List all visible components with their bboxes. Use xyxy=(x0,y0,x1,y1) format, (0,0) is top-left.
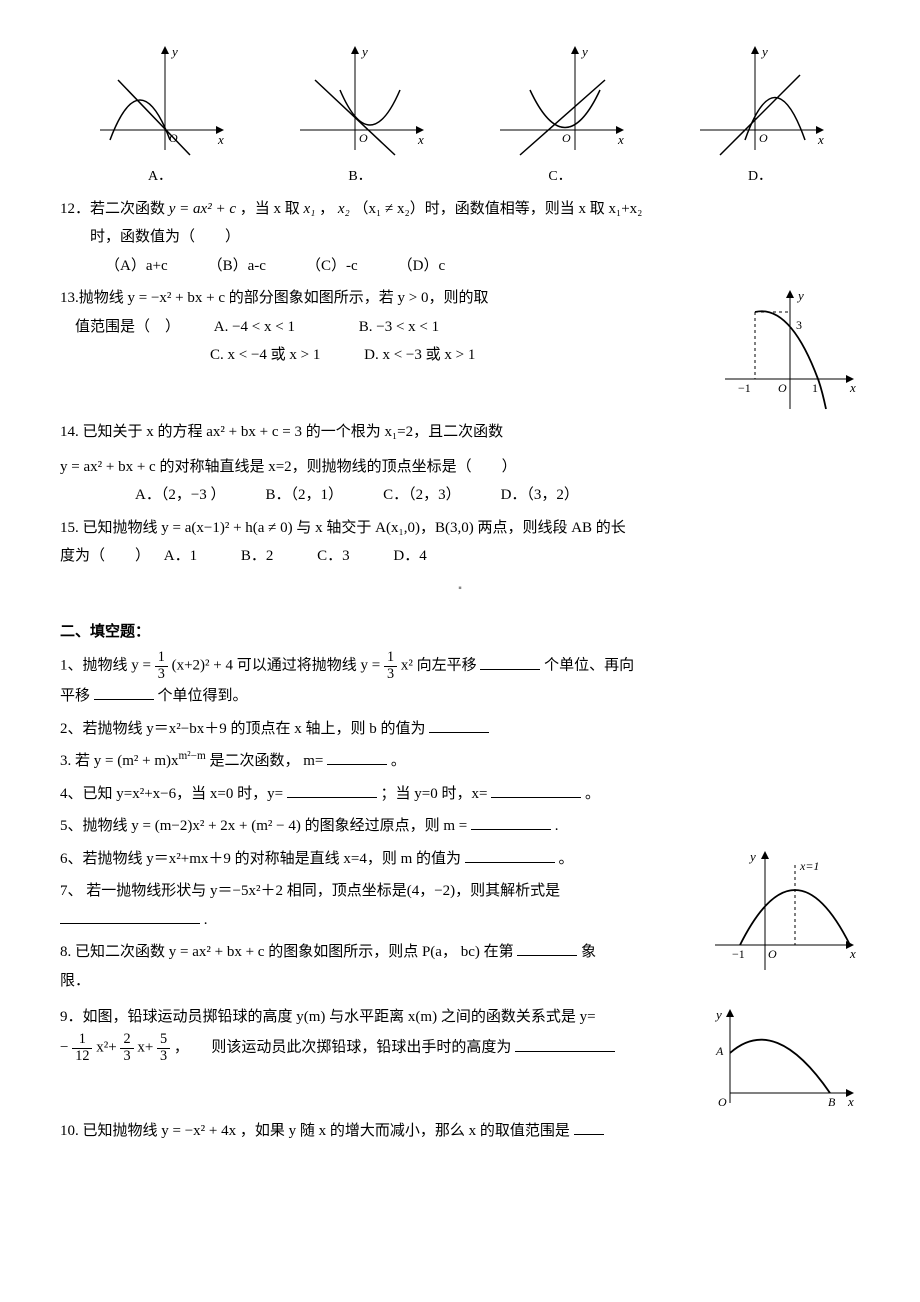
graph-b: x y O xyxy=(290,40,430,160)
svg-text:−1: −1 xyxy=(738,381,751,395)
blank xyxy=(480,654,540,670)
q15-opt-a: A．1 xyxy=(164,548,197,564)
blank xyxy=(287,782,377,798)
q13-opt-b: B. −3 < x < 1 xyxy=(359,319,439,335)
fill-2: 2、若抛物线 y＝x²−bx＋9 的顶点在 x 轴上，则 b 的值为 xyxy=(60,715,860,744)
svg-text:x: x xyxy=(417,132,424,147)
blank xyxy=(515,1036,615,1052)
f8-figure: x y O −1 x=1 xyxy=(710,845,860,975)
svg-text:x: x xyxy=(617,132,624,147)
svg-text:1: 1 xyxy=(812,381,818,395)
q14-line2: y = ax² + bx + c 的对称轴直线是 x=2，则抛物线的顶点坐标是（… xyxy=(60,453,860,482)
question-15: 15. 已知抛物线 y = a(x−1)² + h(a ≠ 0) 与 x 轴交于… xyxy=(60,514,860,571)
blank xyxy=(465,847,555,863)
q12-opt-d: （D）c xyxy=(398,252,446,281)
svg-text:−1: −1 xyxy=(732,947,745,961)
blank xyxy=(471,814,551,830)
svg-text:y: y xyxy=(760,44,768,59)
graph-label-c: C． xyxy=(490,164,630,191)
axis-x-label: x xyxy=(217,132,224,147)
q13-figure: x y O −1 1 3 xyxy=(720,284,860,414)
q14-opt-c: C．（2，3） xyxy=(383,481,461,510)
fill-10: 10. 已知抛物线 y = −x² + 4x ，如果 y 随 x 的增大而减小，… xyxy=(60,1117,860,1146)
fill-9: x y O A B 9．如图，铅球运动员掷铅球的高度 y(m) 与水平距离 x(… xyxy=(60,1003,860,1113)
center-dot: ▪ xyxy=(60,579,860,598)
svg-text:O: O xyxy=(778,381,787,395)
svg-text:y: y xyxy=(360,44,368,59)
svg-text:x: x xyxy=(817,132,824,147)
q14-line1: 14. 已知关于 x 的方程 ax² + bx + c = 3 的一个根为 x₁… xyxy=(60,418,860,447)
fill-1: 1、抛物线 y = 13 (x+2)² + 4 可以通过将抛物线 y = 13 … xyxy=(60,650,860,711)
q12-options: （A）a+c （B）a-c （C）-c （D）c xyxy=(60,252,860,281)
option-graphs-row: x y O x y O x y O x y O xyxy=(60,40,860,160)
svg-text:3: 3 xyxy=(796,318,802,332)
svg-text:O: O xyxy=(359,131,368,145)
q13-opt-a: A. −4 < x < 1 xyxy=(214,319,295,335)
blank xyxy=(94,684,154,700)
svg-text:x: x xyxy=(849,946,856,961)
q12-text-b: ，当 x 取 xyxy=(240,201,300,217)
q12-x1: x₁ xyxy=(304,201,316,217)
question-12: 12．若二次函数 y = ax² + c ，当 x 取 x₁ ， x₂ （x₁ … xyxy=(60,195,860,281)
blank xyxy=(574,1119,604,1135)
option-graph-labels: A． B． C． D． xyxy=(60,164,860,191)
graph-label-a: A． xyxy=(90,164,230,191)
q15-opt-c: C．3 xyxy=(317,548,350,564)
q14-opt-a: A．（2，−3 ） xyxy=(135,481,226,510)
svg-text:y: y xyxy=(714,1007,722,1022)
svg-text:y: y xyxy=(748,849,756,864)
graph-a: x y O xyxy=(90,40,230,160)
q12-opt-a: （A）a+c xyxy=(105,252,168,281)
svg-text:y: y xyxy=(580,44,588,59)
q12-x2: x₂ xyxy=(338,201,350,217)
graph-d: x y O xyxy=(690,40,830,160)
fill-3: 3. 若 y = (m² + m)xm²−m 是二次函数， m= 。 xyxy=(60,747,860,776)
fill-5: 5、抛物线 y = (m−2)x² + 2x + (m² − 4) 的图象经过原… xyxy=(60,812,860,841)
svg-text:A: A xyxy=(715,1044,724,1058)
section-2-title: 二、填空题： xyxy=(60,618,860,647)
svg-text:x: x xyxy=(847,1094,854,1109)
graph-c: x y O xyxy=(490,40,630,160)
svg-text:B: B xyxy=(828,1095,836,1109)
fill-4: 4、已知 y=x²+x−6，当 x=0 时，y= ；当 y=0 时，x= 。 xyxy=(60,780,860,809)
q15-line2: 度为（ ） xyxy=(60,548,150,564)
svg-text:x=1: x=1 xyxy=(799,859,819,873)
q13-text-b: 值范围是（ ） xyxy=(75,319,180,335)
q12-opt-c: （C）-c xyxy=(306,252,358,281)
blank xyxy=(517,940,577,956)
blank xyxy=(491,782,581,798)
blank xyxy=(60,908,200,924)
q12-formula: y = ax² + c xyxy=(169,201,236,217)
svg-text:y: y xyxy=(796,288,804,303)
q15-opt-b: B．2 xyxy=(241,548,274,564)
graph-label-d: D． xyxy=(690,164,830,191)
question-14: 14. 已知关于 x 的方程 ax² + bx + c = 3 的一个根为 x₁… xyxy=(60,418,860,510)
svg-text:O: O xyxy=(768,947,777,961)
q14-opt-d: D．（3，2） xyxy=(501,481,579,510)
q12-line2: 时，函数值为（ ） xyxy=(60,223,860,252)
q15-line1: 15. 已知抛物线 y = a(x−1)² + h(a ≠ 0) 与 x 轴交于… xyxy=(60,514,860,543)
svg-text:O: O xyxy=(718,1095,727,1109)
q14-opt-b: B．（2，1） xyxy=(266,481,344,510)
q13-opt-c: C. x < −4 或 x > 1 xyxy=(210,347,320,363)
q12-opt-b: （B）a-c xyxy=(208,252,266,281)
question-13: x y O −1 1 3 13.抛物线 y = −x² + bx + c 的部分… xyxy=(60,284,860,414)
q12-cond: （x₁ ≠ x₂）时，函数值相等，则当 x 取 x₁+x₂ xyxy=(354,201,643,217)
fill-6-8-block: x y O −1 x=1 6、若抛物线 y＝x²+mx＋9 的对称轴是直线 x=… xyxy=(60,845,860,1000)
q13-opt-d: D. x < −3 或 x > 1 xyxy=(364,347,475,363)
q15-opt-d: D．4 xyxy=(393,548,426,564)
axis-y-label: y xyxy=(170,44,178,59)
f9-figure: x y O A B xyxy=(710,1003,860,1113)
blank xyxy=(327,749,387,765)
svg-text:x: x xyxy=(849,380,856,395)
svg-text:O: O xyxy=(759,131,768,145)
q12-text-a: 12．若二次函数 xyxy=(60,201,165,217)
graph-label-b: B． xyxy=(290,164,430,191)
blank xyxy=(429,717,489,733)
svg-text:O: O xyxy=(562,131,571,145)
q12-sep: ， xyxy=(319,201,334,217)
